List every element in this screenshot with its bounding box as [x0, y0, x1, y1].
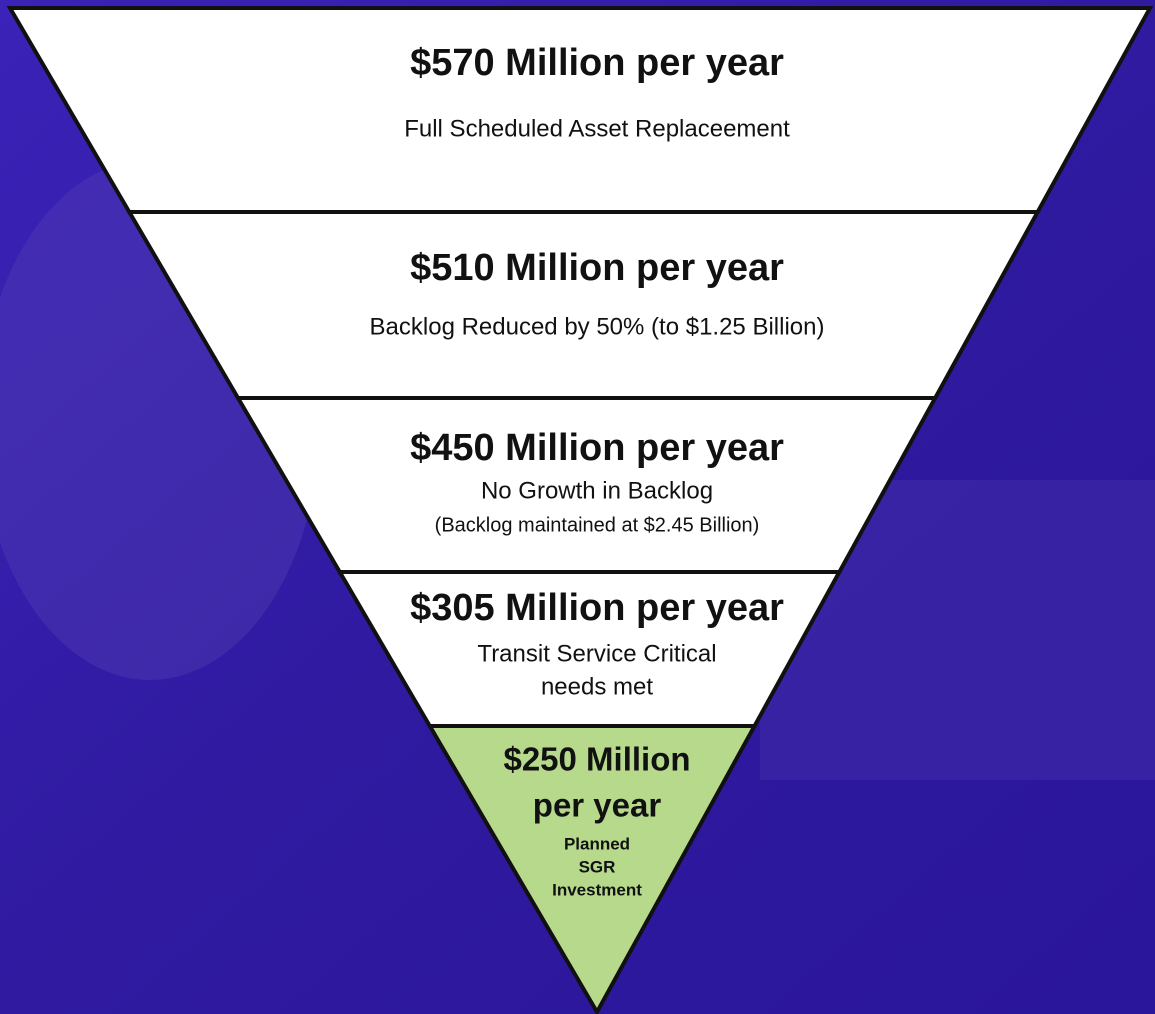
- diagram: $570 Million per year Full Scheduled Asse…: [0, 0, 1155, 1014]
- level-band: [10, 8, 1150, 212]
- level-title: per year: [533, 787, 662, 824]
- level-description: Investment: [552, 880, 642, 899]
- level-title: $450 Million per year: [410, 427, 784, 469]
- level-title: $570 Million per year: [410, 42, 784, 84]
- level-description: (Backlog maintained at $2.45 Billion): [435, 514, 760, 536]
- level-description: Planned: [564, 834, 630, 853]
- page: {"levels": [ {"title": ["$570 Million pe…: [0, 0, 1155, 1014]
- level-description: Full Scheduled Asset Replaceement: [404, 115, 790, 142]
- level-description: needs met: [541, 673, 653, 700]
- level-title: $250 Million: [503, 741, 690, 778]
- level-description: SGR: [579, 857, 616, 876]
- level-description: Backlog Reduced by 50% (to $1.25 Billion…: [370, 313, 825, 340]
- level-description: Transit Service Critical: [477, 640, 716, 667]
- level-title: $510 Million per year: [410, 247, 784, 289]
- level-title: $305 Million per year: [410, 587, 784, 629]
- level-band: [129, 212, 1037, 398]
- level-description: No Growth in Backlog: [481, 477, 713, 504]
